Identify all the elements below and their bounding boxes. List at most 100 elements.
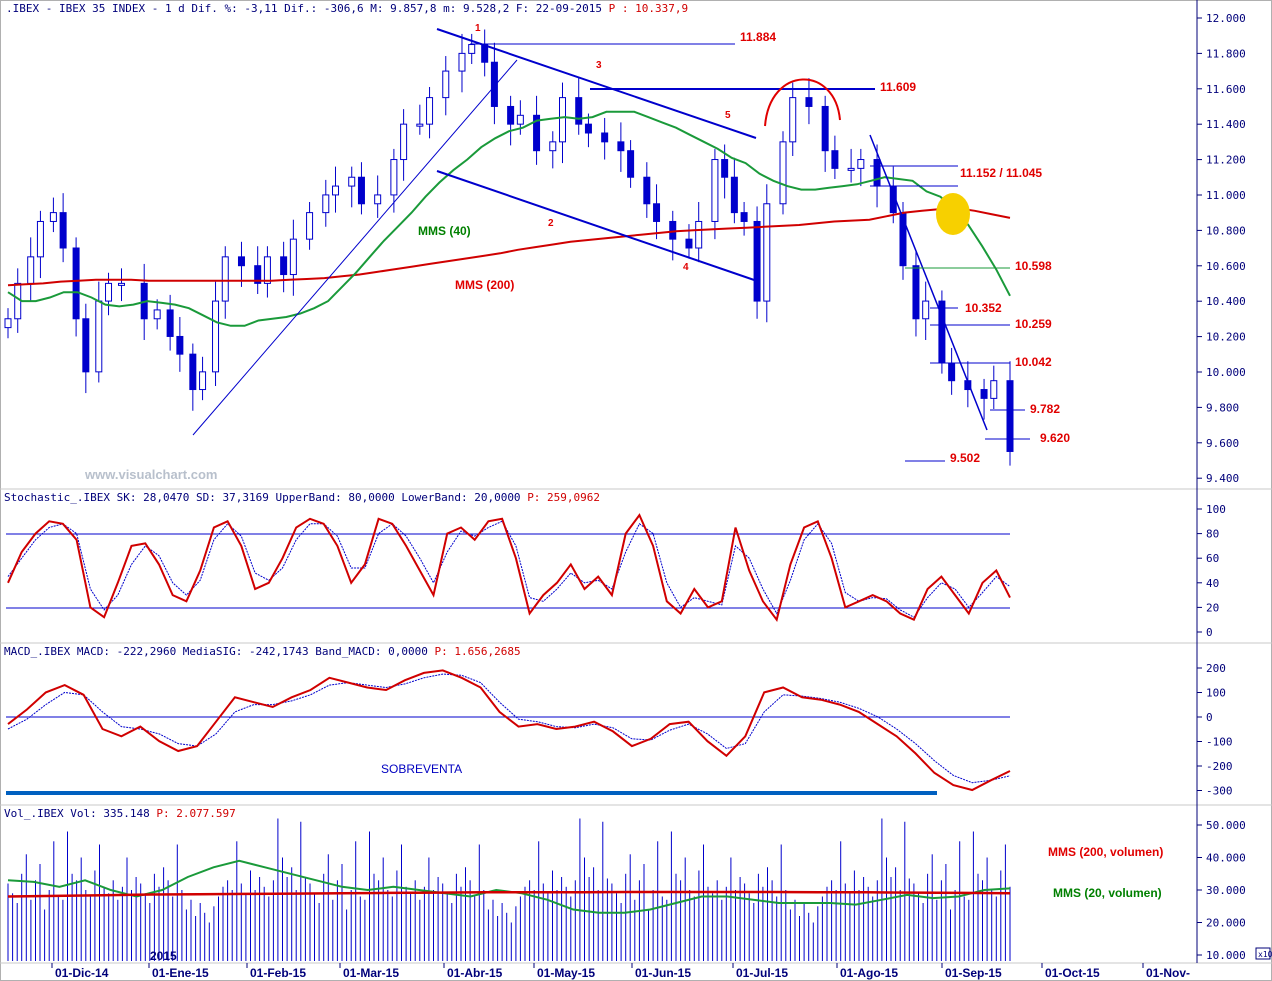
- channel-lower-line: [436, 170, 761, 283]
- candle-body: [1006, 380, 1014, 452]
- price-y-tick-label: 10.600: [1206, 260, 1246, 273]
- volume-scale-label: x10: [1258, 950, 1272, 959]
- candle-body: [730, 176, 738, 214]
- price-y-tick-label: 10.000: [1206, 366, 1246, 379]
- date-label: 01-Nov-: [1146, 966, 1190, 980]
- candle-body: [753, 220, 761, 302]
- candle-body: [332, 185, 340, 196]
- date-label: 01-Abr-15: [447, 966, 503, 980]
- level-label-10598: 10.598: [1015, 259, 1052, 273]
- macd-y-tick-label: -100: [1206, 736, 1233, 749]
- macd-y-axis: 200 100 0 -100 -200 -300: [1197, 662, 1233, 798]
- stochastic-header: Stochastic_.IBEX SK: 28,0470 SD: 37,3169…: [4, 491, 600, 504]
- price-y-tick-label: 11.600: [1206, 83, 1246, 96]
- wave-point-2: 2: [548, 218, 554, 229]
- candle-body: [627, 150, 635, 178]
- candle-body: [507, 105, 515, 125]
- price-y-tick-label: 11.400: [1206, 118, 1246, 131]
- price-header-p: P : 10.337,9: [609, 2, 688, 15]
- candle-body: [280, 256, 288, 276]
- candle-body: [189, 353, 197, 391]
- price-y-tick-label: 12.000: [1206, 12, 1246, 25]
- mms200-label: MMS (200): [455, 278, 514, 292]
- candle-body: [980, 389, 988, 399]
- candle-body: [721, 159, 729, 178]
- candle-body: [105, 282, 113, 302]
- candle-body: [669, 220, 677, 240]
- date-label: 01-Oct-15: [1045, 966, 1100, 980]
- macd-signal-line: [7, 673, 1011, 784]
- wave-point-3: 3: [596, 60, 602, 71]
- level-label-11152-11045: 11.152 / 11.045: [960, 166, 1042, 180]
- macd-y-tick-label: 100: [1206, 687, 1226, 700]
- candle-body: [805, 97, 813, 107]
- candle-body: [468, 44, 476, 54]
- watermark: www.visualchart.com: [84, 467, 217, 482]
- stoch-y-tick-label: 20: [1206, 601, 1219, 614]
- level-label-10042: 10.042: [1015, 355, 1052, 369]
- volume-mms200-line: [7, 890, 1011, 898]
- downtrend-line: [869, 134, 988, 431]
- candle-body: [584, 123, 592, 134]
- candle-body: [263, 256, 271, 284]
- macd-header-p: P: 1.656,2685: [434, 645, 520, 658]
- volume-bars: [7, 818, 1011, 961]
- candle-body: [695, 220, 703, 249]
- candle-body: [416, 123, 424, 127]
- candle-body: [948, 362, 956, 382]
- candle-body: [481, 44, 489, 63]
- price-panel: [4, 29, 1014, 466]
- price-y-tick-label: 11.000: [1206, 189, 1246, 202]
- panel-separators: [0, 488, 1272, 964]
- vol-mms200-label: MMS (200, volumen): [1048, 845, 1163, 859]
- candle-body: [212, 300, 220, 373]
- candle-body: [95, 300, 103, 373]
- date-label: 01-Jun-15: [635, 966, 691, 980]
- candle-body: [221, 256, 229, 302]
- macd-header: MACD_.IBEX MACD: -222,2960 MediaSIG: -24…: [4, 645, 521, 658]
- macd-panel: SOBREVENTA: [6, 669, 1011, 795]
- price-y-tick-label: 9.600: [1206, 437, 1239, 450]
- vol-y-tick-label: 50.000: [1206, 819, 1246, 832]
- date-label: 01-Feb-15: [250, 966, 306, 980]
- mms40-line: [7, 110, 1011, 327]
- stoch-y-tick-label: 100: [1206, 503, 1226, 516]
- candle-body: [59, 212, 67, 249]
- stoch-y-tick-label: 80: [1206, 528, 1219, 541]
- stochastic-sd-line: [7, 520, 1011, 618]
- candle-body: [289, 238, 297, 276]
- candle-body: [873, 159, 881, 187]
- candle-body: [458, 52, 466, 72]
- candle-body: [559, 97, 567, 143]
- candles: [4, 29, 1014, 466]
- date-label: 01-Mar-15: [343, 966, 399, 980]
- date-label: 01-Jul-15: [736, 966, 788, 980]
- wave-point-4: 4: [683, 262, 689, 273]
- level-label-9502: 9.502: [950, 451, 980, 465]
- volume-header-p: P: 2.077.597: [156, 807, 235, 820]
- candle-body: [49, 212, 57, 222]
- candle-body: [117, 282, 125, 286]
- candle-body: [516, 114, 524, 125]
- candle-body: [831, 150, 839, 169]
- level-label-9620: 9.620: [1040, 431, 1070, 445]
- candle-body: [740, 212, 748, 222]
- candle-body: [711, 159, 719, 222]
- candle-body: [72, 247, 80, 320]
- candle-body: [847, 167, 855, 171]
- candle-body: [789, 97, 797, 143]
- candle-body: [685, 238, 693, 249]
- vol-y-tick-label: 10.000: [1206, 949, 1246, 962]
- macd-y-tick-label: -300: [1206, 785, 1233, 798]
- candle-body: [27, 256, 35, 284]
- uptrend-line: [192, 59, 518, 436]
- candle-body: [426, 97, 434, 125]
- candle-body: [990, 380, 998, 399]
- stoch-y-tick-label: 40: [1206, 577, 1219, 590]
- price-y-tick-label: 10.400: [1206, 295, 1246, 308]
- top-arc: [764, 78, 841, 127]
- volume-y-axis: 50.000 40.000 30.000 20.000 10.000: [1197, 819, 1246, 962]
- vol-mms20-label: MMS (20, volumen): [1053, 886, 1162, 900]
- volume-panel: MMS (200, volumen) MMS (20, volumen): [7, 818, 1163, 961]
- highlight-circle: [936, 193, 970, 235]
